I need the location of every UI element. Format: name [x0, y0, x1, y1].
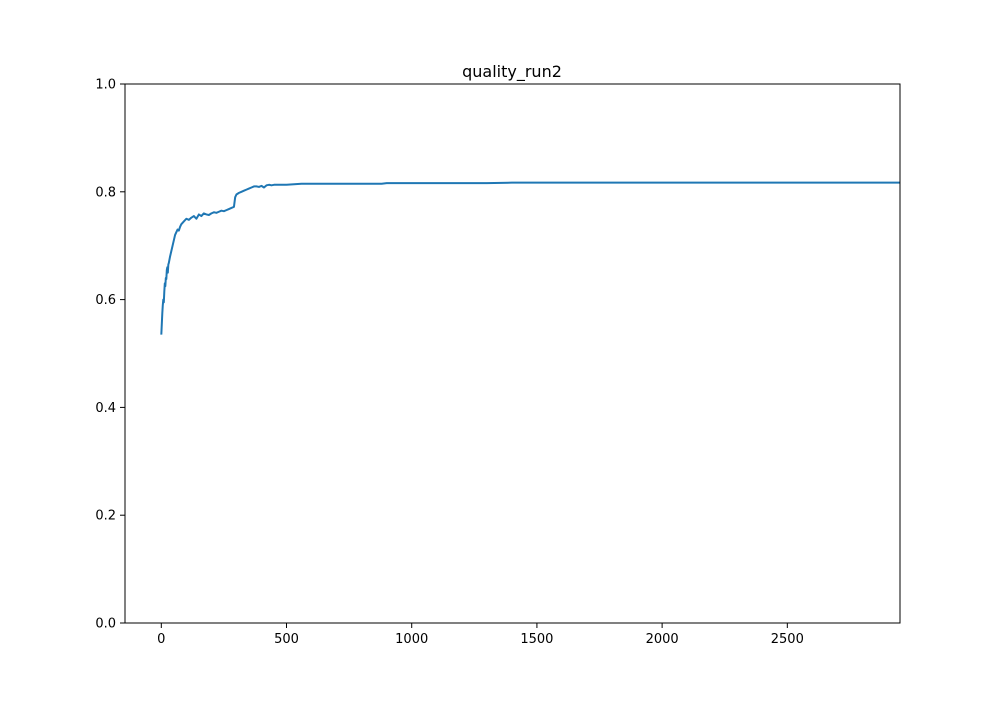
y-tick-label: 0.4: [95, 401, 116, 416]
x-tick-label: 1500: [520, 632, 553, 647]
x-tick-label: 2500: [771, 632, 804, 647]
plot-area: [160, 181, 900, 335]
y-tick-label: 1.0: [95, 78, 116, 93]
y-tick-label: 0.8: [95, 185, 116, 200]
plot-frame: [124, 83, 901, 624]
chart-title: quality_run2: [462, 62, 562, 82]
x-tick-label: 500: [274, 632, 299, 647]
y-tick-label: 0.0: [95, 617, 116, 632]
x-tick-label: 1000: [395, 632, 428, 647]
axes: 0 500 1000 1500 2000 2500 0.0 0.2 0.4 0.6 0.8 1.0: [95, 78, 901, 647]
series-line-0: [160, 181, 900, 335]
y-tick-label: 0.2: [95, 509, 116, 524]
y-tick-label: 0.6: [95, 293, 116, 308]
x-tick-label: 0: [157, 632, 165, 647]
x-tick-label: 2000: [646, 632, 679, 647]
